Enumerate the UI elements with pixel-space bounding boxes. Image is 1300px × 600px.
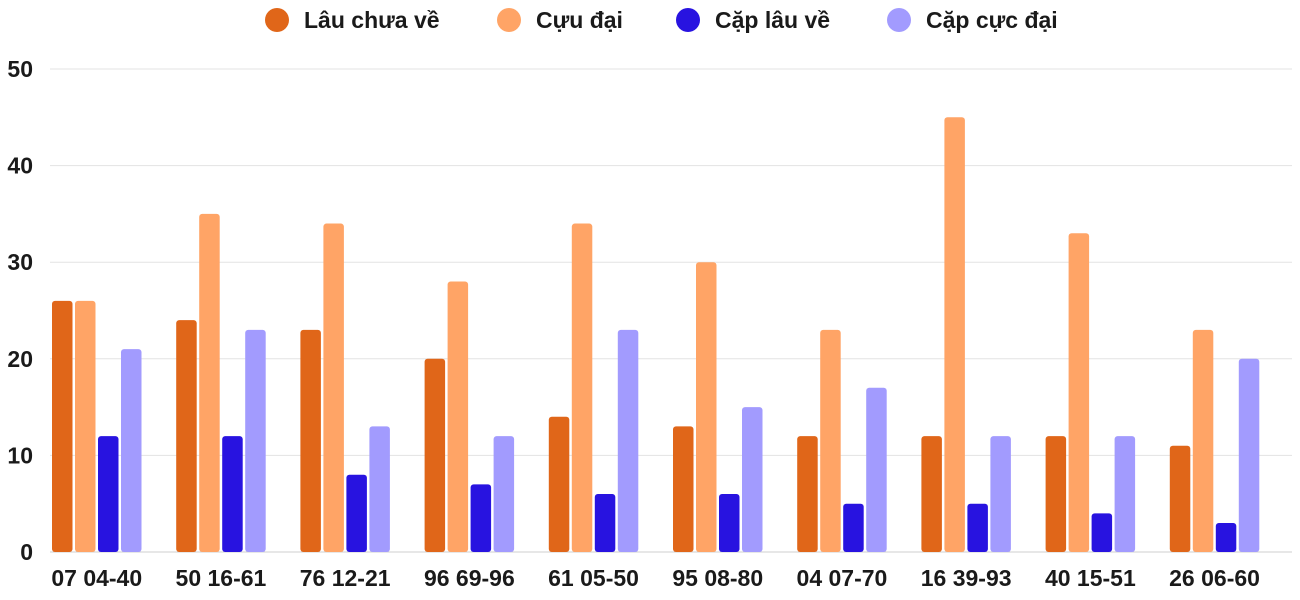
y-axis-ticks: 0 10 20 30 40 50	[7, 56, 33, 565]
bar-cap-lau-ve-50-16-61	[222, 436, 243, 552]
bar-lau-chua-ve-07-04-40	[52, 300, 73, 552]
legend-item-cap-lau-ve: Cặp lâu về	[676, 7, 830, 33]
y-tick-label: 20	[7, 346, 33, 372]
x-axis-labels: 07 04-40 50 16-61 76 12-21 96 69-96 61 05-50…	[51, 565, 1260, 591]
bar-cap-cuc-dai-61-05-50	[617, 329, 639, 552]
bar-lau-chua-ve-95-08-80	[673, 426, 694, 552]
x-tick-label: 26 06-60	[1169, 565, 1260, 591]
y-tick-label: 40	[7, 153, 33, 179]
bar-cuu-dai-07-04-40	[75, 300, 96, 552]
bar-cuu-dai-50-16-61	[199, 213, 220, 552]
legend-swatch	[497, 8, 521, 32]
legend-item-cap-cuc-dai: Cặp cực đại	[887, 7, 1058, 33]
x-tick-label: 16 39-93	[921, 565, 1012, 591]
bar-cuu-dai-96-69-96	[447, 281, 469, 552]
x-tick-label: 50 16-61	[176, 565, 267, 591]
legend-swatch	[676, 8, 700, 32]
x-tick-label: 07 04-40	[51, 565, 142, 591]
x-tick-label: 96 69-96	[424, 565, 515, 591]
bar-lau-chua-ve-04-07-70	[797, 436, 818, 552]
bar-cap-cuc-dai-95-08-80	[742, 407, 763, 552]
bar-cap-cuc-dai-26-06-60	[1238, 358, 1260, 552]
bar-cap-cuc-dai-07-04-40	[121, 349, 142, 552]
legend-item-lau-chua-ve: Lâu chưa về	[265, 7, 440, 33]
legend: Lâu chưa về Cựu đại Cặp lâu về Cặp cực đại	[265, 7, 1058, 33]
bar-lau-chua-ve-16-39-93	[921, 436, 942, 552]
y-tick-label: 50	[7, 56, 33, 82]
bar-cuu-dai-04-07-70	[820, 329, 841, 552]
bar-cap-cuc-dai-04-07-70	[866, 387, 887, 552]
bar-cap-cuc-dai-16-39-93	[990, 436, 1011, 552]
x-tick-label: 61 05-50	[548, 565, 639, 591]
bar-lau-chua-ve-61-05-50	[548, 416, 570, 552]
bar-cap-lau-ve-95-08-80	[719, 494, 740, 552]
legend-swatch	[887, 8, 911, 32]
bar-lau-chua-ve-40-15-51	[1045, 436, 1067, 552]
bar-cap-lau-ve-07-04-40	[98, 436, 119, 552]
legend-swatch	[265, 8, 289, 32]
bar-cap-lau-ve-26-06-60	[1215, 523, 1237, 552]
x-tick-label: 76 12-21	[300, 565, 391, 591]
bar-cuu-dai-76-12-21	[323, 223, 344, 552]
bar-lau-chua-ve-26-06-60	[1169, 445, 1191, 552]
bar-lau-chua-ve-50-16-61	[176, 320, 197, 552]
bar-cap-lau-ve-61-05-50	[594, 494, 616, 552]
bar-cuu-dai-40-15-51	[1068, 233, 1090, 552]
bar-cuu-dai-61-05-50	[571, 223, 593, 552]
bar-cuu-dai-26-06-60	[1192, 329, 1214, 552]
legend-label: Cặp cực đại	[926, 7, 1058, 33]
legend-label: Lâu chưa về	[304, 7, 440, 33]
x-tick-label: 95 08-80	[672, 565, 763, 591]
bar-cuu-dai-16-39-93	[944, 117, 965, 553]
x-tick-label: 40 15-51	[1045, 565, 1136, 591]
y-tick-label: 30	[7, 249, 33, 275]
bar-cap-cuc-dai-96-69-96	[493, 436, 515, 552]
bar-lau-chua-ve-96-69-96	[424, 358, 446, 552]
bar-lau-chua-ve-76-12-21	[300, 329, 321, 552]
bar-cap-lau-ve-40-15-51	[1091, 513, 1113, 552]
bar-cap-lau-ve-76-12-21	[346, 474, 367, 552]
bar-cap-cuc-dai-40-15-51	[1114, 436, 1136, 552]
bar-cap-cuc-dai-50-16-61	[245, 329, 266, 552]
y-tick-label: 0	[20, 539, 33, 565]
bar-cap-lau-ve-16-39-93	[967, 503, 988, 552]
legend-label: Cựu đại	[536, 7, 623, 33]
x-tick-label: 04 07-70	[797, 565, 888, 591]
y-tick-label: 10	[7, 442, 33, 468]
bar-cap-cuc-dai-76-12-21	[369, 426, 390, 552]
bar-cap-lau-ve-04-07-70	[843, 503, 864, 552]
legend-item-cuu-dai: Cựu đại	[497, 7, 623, 33]
legend-label: Cặp lâu về	[715, 7, 830, 33]
bars	[52, 117, 1260, 553]
bar-cuu-dai-95-08-80	[696, 262, 717, 552]
bar-cap-lau-ve-96-69-96	[470, 484, 492, 552]
